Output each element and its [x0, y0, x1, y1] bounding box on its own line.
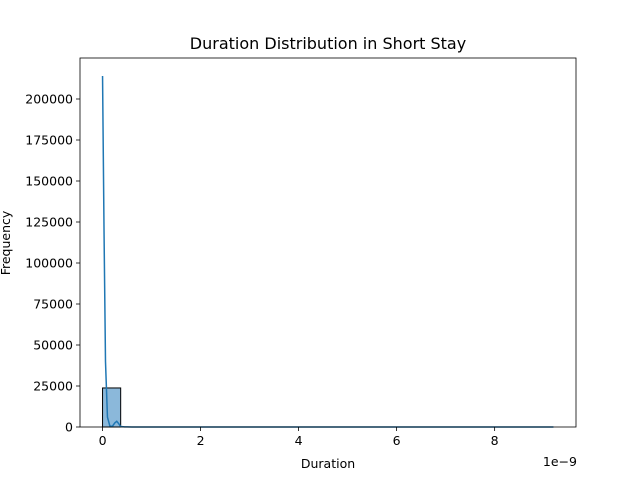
y-axis-label: Frequency — [0, 210, 13, 275]
x-tick-label: 6 — [393, 433, 401, 448]
y-tick-label: 200000 — [25, 92, 73, 107]
histogram-bars — [102, 387, 122, 428]
x-tick-label: 2 — [197, 433, 205, 448]
y-tick-label: 25000 — [33, 379, 73, 394]
y-tick-label: 125000 — [25, 215, 73, 230]
x-axis-label: Duration — [301, 456, 355, 471]
axes-spines — [79, 57, 577, 428]
axes-frame — [79, 57, 577, 428]
x-axis-ticks: 0 2 4 6 8 — [99, 427, 499, 448]
y-tick-label: 100000 — [25, 256, 73, 271]
x-tick-label: 8 — [491, 433, 499, 448]
y-tick-label: 175000 — [25, 133, 73, 148]
x-tick-label: 4 — [295, 433, 303, 448]
histogram-bar-0 — [102, 387, 122, 428]
y-tick-label: 0 — [65, 420, 73, 435]
chart-title: Duration Distribution in Short Stay — [190, 34, 466, 53]
y-tick-label: 50000 — [33, 338, 73, 353]
x-tick-label: 0 — [99, 433, 107, 448]
y-tick-label: 150000 — [25, 174, 73, 189]
x-axis-offset-label: 1e−9 — [543, 454, 577, 469]
y-tick-label: 75000 — [33, 297, 73, 312]
kde-line — [101, 76, 554, 428]
y-axis-ticks: 0 25000 50000 75000 100000 125000 150000 175000… — [25, 92, 80, 435]
